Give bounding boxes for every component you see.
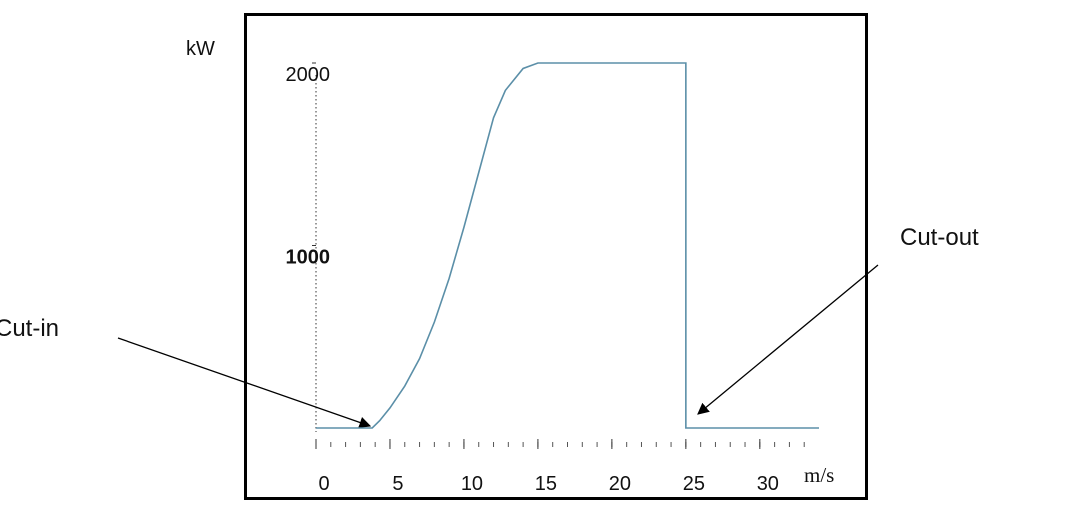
- x-axis-label: m/s: [804, 463, 834, 487]
- plot-frame: [244, 13, 868, 500]
- x-tick-label: 30: [757, 473, 779, 495]
- x-tick-label: 10: [461, 473, 483, 495]
- power-curve: [316, 62, 819, 429]
- y-axis-label: kW: [186, 38, 215, 60]
- annotation: Cut-in: [0, 315, 59, 342]
- x-tick-label: 5: [392, 473, 403, 495]
- cut-out-arrow: [697, 264, 879, 415]
- cut-in-arrow: [117, 337, 372, 429]
- y-tick-label: 2000: [286, 64, 331, 86]
- x-tick-label: 0: [318, 473, 329, 495]
- y-tick-label: 1000: [286, 247, 331, 269]
- x-tick-label: 15: [535, 473, 557, 495]
- x-tick-label: 20: [609, 473, 631, 495]
- annotation: Cut-out: [900, 224, 979, 251]
- x-tick-label: 25: [683, 473, 705, 495]
